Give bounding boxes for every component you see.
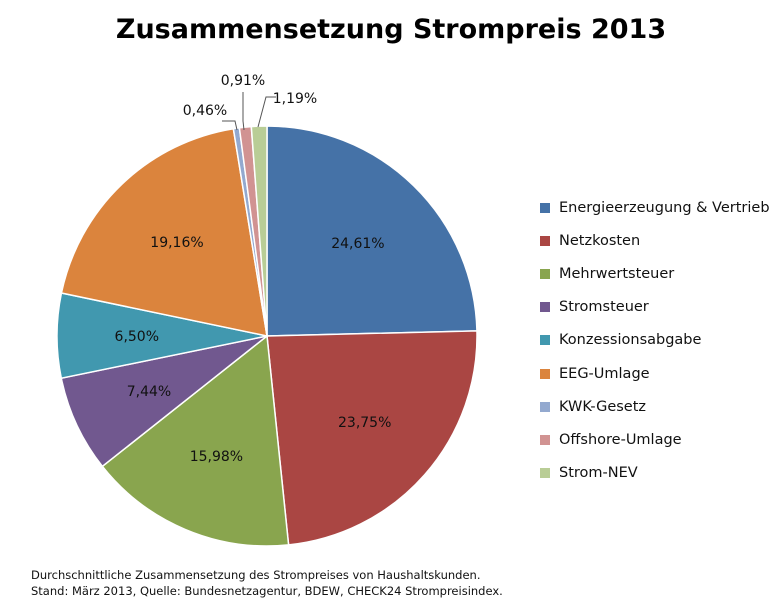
legend-item-offshore-umlage: Offshore-Umlage	[540, 423, 770, 456]
legend-item-netzkosten: Netzkosten	[540, 224, 770, 257]
legend-swatch-konzessionsabgabe	[540, 335, 550, 346]
leader-line-strom-nev	[257, 96, 276, 128]
legend-swatch-offshore-umlage	[540, 434, 550, 445]
pie-slice-netzkosten	[266, 330, 478, 546]
legend-swatch-energieerzeugung-and-vertrieb	[540, 202, 550, 213]
legend-label-energieerzeugung-and-vertrieb: Energieerzeugung & Vertrieb	[559, 199, 770, 216]
legend-label-kwk-gesetz: KWK-Gesetz	[559, 398, 647, 415]
legend-label-strom-nev: Strom-NEV	[559, 465, 638, 482]
legend-label-netzkosten: Netzkosten	[559, 232, 641, 249]
legend-item-energieerzeugung-and-vertrieb: Energieerzeugung & Vertrieb	[540, 191, 770, 224]
data-label-kwk-gesetz: 0,46%	[183, 103, 227, 119]
pie-slice-stromsteuer	[60, 335, 268, 468]
legend-label-eeg-umlage: EEG-Umlage	[559, 365, 650, 382]
footnote-line-2: Stand: März 2013, Quelle: Bundesnetzagen…	[31, 584, 503, 598]
pie-slice-eeg-umlage	[60, 127, 268, 337]
legend: Energieerzeugung & Vertrieb Netzkosten Meh…	[540, 191, 770, 490]
legend-swatch-strom-nev	[540, 468, 550, 479]
legend-item-strom-nev: Strom-NEV	[540, 457, 770, 490]
footnote-line-1: Durchschnittliche Zusammensetzung des St…	[31, 568, 481, 582]
legend-label-offshore-umlage: Offshore-Umlage	[559, 431, 682, 448]
data-label-energieerzeugung-and-vertrieb: 24,61%	[331, 236, 384, 252]
legend-swatch-kwk-gesetz	[540, 401, 550, 412]
data-label-netzkosten: 23,75%	[338, 415, 391, 431]
pie-slice-energieerzeugung-and-vertrieb	[266, 125, 478, 337]
legend-label-konzessionsabgabe: Konzessionsabgabe	[559, 332, 702, 349]
data-label-strom-nev: 1,19%	[273, 91, 317, 107]
data-label-offshore-umlage: 0,91%	[221, 73, 265, 89]
legend-swatch-stromsteuer	[540, 302, 550, 313]
legend-label-stromsteuer: Stromsteuer	[559, 299, 649, 316]
data-label-konzessionsabgabe: 6,50%	[115, 329, 159, 345]
legend-label-mehrwertsteuer: Mehrwertsteuer	[559, 265, 675, 282]
legend-item-mehrwertsteuer: Mehrwertsteuer	[540, 257, 770, 290]
leader-line-offshore-umlage	[242, 92, 245, 131]
legend-item-kwk-gesetz: KWK-Gesetz	[540, 390, 770, 423]
footnote: Durchschnittliche Zusammensetzung des St…	[31, 567, 503, 599]
legend-item-stromsteuer: Stromsteuer	[540, 291, 770, 324]
legend-swatch-mehrwertsteuer	[540, 268, 550, 279]
leader-line-kwk-gesetz	[222, 120, 238, 131]
legend-swatch-eeg-umlage	[540, 368, 550, 379]
data-label-mehrwertsteuer: 15,98%	[190, 449, 243, 465]
legend-item-konzessionsabgabe: Konzessionsabgabe	[540, 324, 770, 357]
chart-title: Zusammensetzung Strompreis 2013	[115, 14, 667, 45]
legend-item-eeg-umlage: EEG-Umlage	[540, 357, 770, 390]
data-label-stromsteuer: 7,44%	[127, 384, 171, 400]
pie-slice-strom-nev	[250, 125, 268, 337]
legend-swatch-netzkosten	[540, 235, 550, 246]
data-label-eeg-umlage: 19,16%	[150, 235, 203, 251]
pie-slice-mehrwertsteuer	[101, 334, 290, 547]
